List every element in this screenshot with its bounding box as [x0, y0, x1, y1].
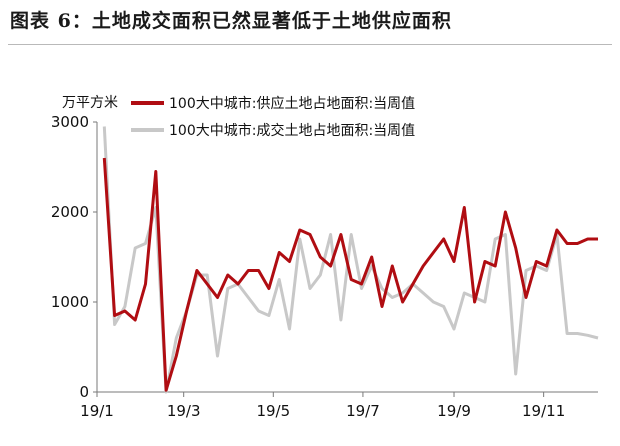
x-tick-label: 19/5 [256, 402, 290, 420]
legend-label: 100大中城市:成交土地占地面积:当周值 [169, 122, 415, 139]
chart-axes: 0 1000 2000 3000 19/1 19/3 19/5 19/7 19/9 19/11 [51, 113, 598, 420]
x-tick-label: 19/7 [346, 402, 380, 420]
y-tick-label: 0 [79, 383, 89, 401]
legend-label: 100大中城市:供应土地占地面积:当周值 [169, 95, 415, 112]
y-axis-unit-label: 万平方米 [62, 95, 118, 111]
series-supply-line [102, 157, 598, 392]
chart-series [102, 126, 599, 394]
title-divider [8, 44, 612, 45]
figure-title: 图表 6：土地成交面积已然显著低于土地供应面积 [10, 10, 452, 32]
x-tick-label: 19/1 [80, 402, 114, 420]
y-tick-label: 1000 [51, 293, 89, 311]
x-tick-label: 19/3 [167, 402, 201, 420]
x-tick-label: 19/11 [522, 402, 565, 420]
y-tick-label: 3000 [51, 113, 89, 131]
chart-legend: 100大中城市:供应土地占地面积:当周值 100大中城市:成交土地占地面积:当周值 [131, 95, 415, 139]
x-tick-label: 19/9 [437, 402, 471, 420]
y-tick-label: 2000 [51, 203, 89, 221]
